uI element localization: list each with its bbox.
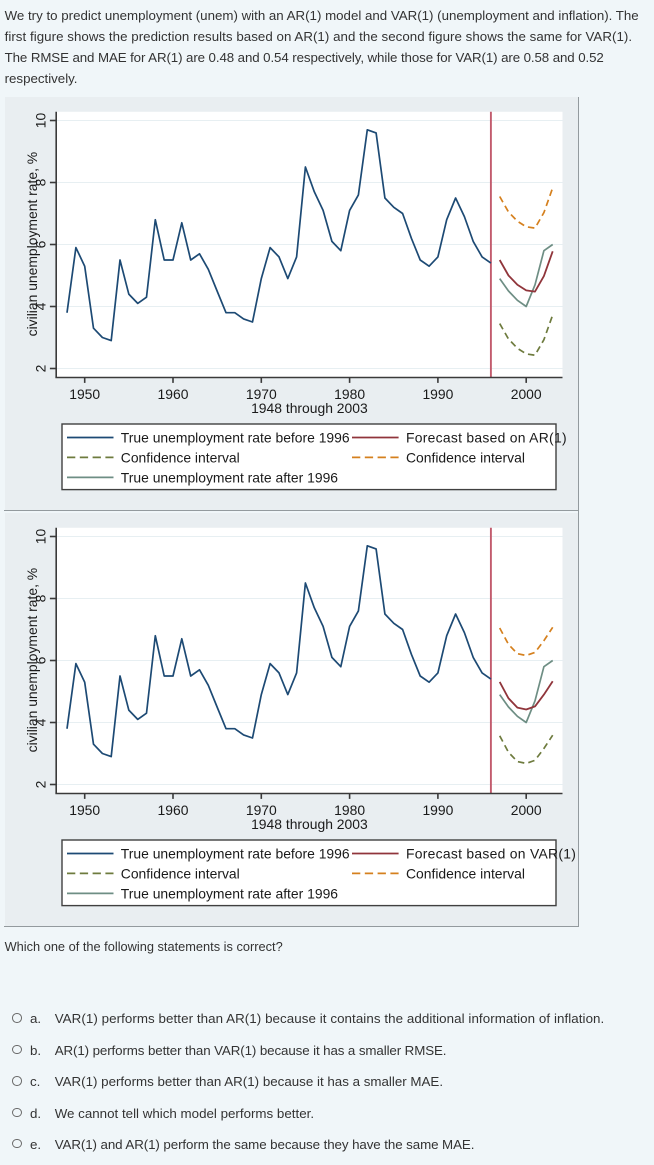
svg-text:8: 8 — [33, 178, 49, 186]
svg-text:1948 through 2003: 1948 through 2003 — [251, 400, 368, 416]
svg-text:1950: 1950 — [69, 386, 100, 402]
svg-text:1990: 1990 — [422, 802, 453, 818]
svg-text:Confidence interval: Confidence interval — [121, 449, 240, 465]
svg-text:4: 4 — [33, 302, 49, 310]
svg-text:1970: 1970 — [246, 386, 277, 402]
svg-text:Confidence interval: Confidence interval — [406, 449, 525, 465]
svg-text:Confidence interval: Confidence interval — [406, 865, 525, 881]
svg-text:1980: 1980 — [334, 802, 365, 818]
svg-text:Confidence interval: Confidence interval — [121, 865, 240, 881]
svg-text:civilian unemployment rate, %: civilian unemployment rate, % — [24, 568, 40, 753]
svg-text:2: 2 — [33, 364, 49, 372]
svg-text:10: 10 — [33, 113, 49, 129]
svg-text:1990: 1990 — [422, 386, 453, 402]
svg-text:Forecast based on AR(1): Forecast based on AR(1) — [406, 429, 567, 445]
svg-text:1950: 1950 — [69, 802, 100, 818]
svg-text:True unemployment rate after 1: True unemployment rate after 1996 — [121, 469, 338, 485]
svg-text:1980: 1980 — [334, 386, 365, 402]
svg-text:1960: 1960 — [158, 802, 189, 818]
svg-text:6: 6 — [33, 240, 49, 248]
svg-text:8: 8 — [33, 594, 49, 602]
svg-text:civilian unemployment rate, %: civilian unemployment rate, % — [24, 152, 40, 337]
svg-text:True unemployment rate after 1: True unemployment rate after 1996 — [121, 885, 338, 901]
svg-text:6: 6 — [33, 656, 49, 664]
svg-text:True unemployment rate before: True unemployment rate before 1996 — [121, 845, 350, 861]
svg-text:True unemployment rate before: True unemployment rate before 1996 — [121, 429, 350, 445]
svg-text:1960: 1960 — [158, 386, 189, 402]
svg-text:1948 through 2003: 1948 through 2003 — [251, 816, 368, 832]
svg-text:4: 4 — [33, 718, 49, 726]
svg-text:1970: 1970 — [246, 802, 277, 818]
svg-text:Forecast based on VAR(1): Forecast based on VAR(1) — [406, 845, 576, 861]
svg-text:2000: 2000 — [511, 386, 542, 402]
svg-text:10: 10 — [33, 528, 49, 544]
svg-text:2: 2 — [33, 780, 49, 788]
svg-text:2000: 2000 — [511, 802, 542, 818]
